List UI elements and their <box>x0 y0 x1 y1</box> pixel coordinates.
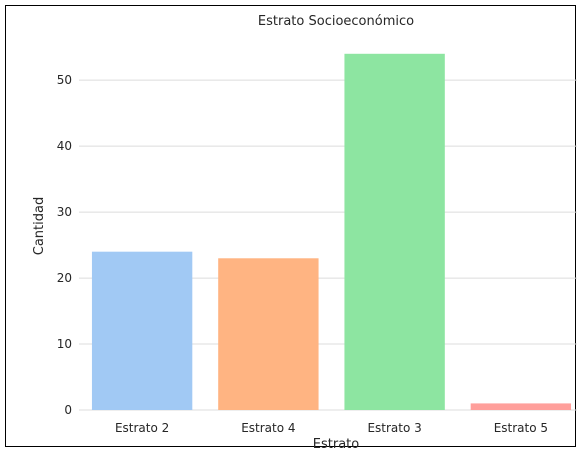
y-tick-label: 0 <box>64 403 72 417</box>
x-ticks: Estrato 2 Estrato 4 Estrato 3 Estrato 5 <box>115 421 548 435</box>
bar-estrato-2 <box>91 251 193 410</box>
y-tick-label: 50 <box>57 73 72 87</box>
x-tick-label: Estrato 3 <box>367 421 421 435</box>
y-axis-label: Cantidad <box>32 197 47 255</box>
bars-layer <box>91 53 572 410</box>
x-tick-label: Estrato 2 <box>115 421 169 435</box>
y-tick-label: 40 <box>57 139 72 153</box>
x-axis-label: Estrato <box>313 437 359 448</box>
y-ticks: 0 10 20 30 40 50 <box>57 73 72 417</box>
y-tick-label: 20 <box>57 271 72 285</box>
bar-estrato-3 <box>344 53 445 410</box>
x-tick-label: Estrato 5 <box>494 421 548 435</box>
y-tick-label: 10 <box>57 337 72 351</box>
x-tick-label: Estrato 4 <box>241 421 295 435</box>
bar-estrato-4 <box>218 258 319 410</box>
chart-title: Estrato Socioeconómico <box>258 14 414 29</box>
y-tick-label: 30 <box>57 205 72 219</box>
bar-estrato-5 <box>470 403 572 410</box>
